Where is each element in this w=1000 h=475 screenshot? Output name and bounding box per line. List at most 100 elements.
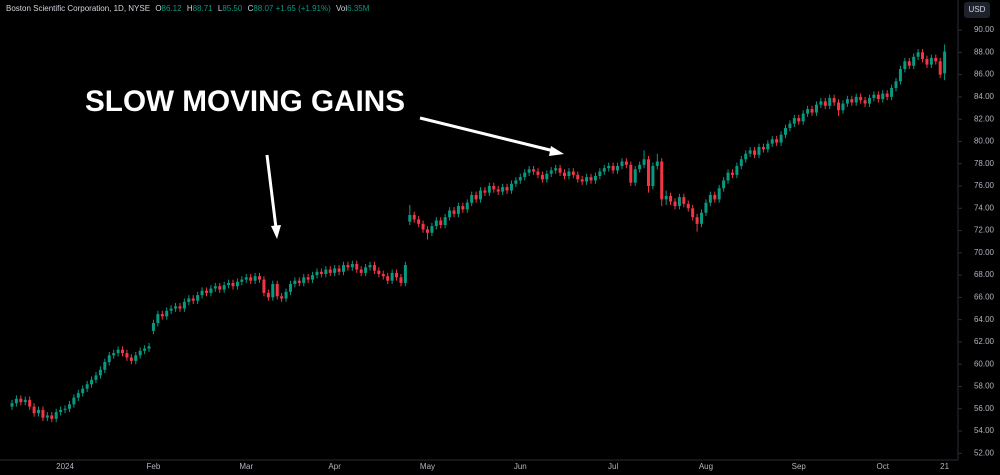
candle-body <box>806 109 810 114</box>
y-tick-label: 78.00 <box>974 159 995 168</box>
candle-body <box>483 190 487 193</box>
candle-body <box>757 147 761 155</box>
candle-body <box>32 406 36 414</box>
candle-body <box>372 265 376 271</box>
candle-body <box>929 57 933 65</box>
candle-body <box>258 276 262 280</box>
candle-body <box>501 187 505 192</box>
candle-body <box>430 226 434 233</box>
candle-body <box>841 103 845 111</box>
candle-body <box>306 277 310 280</box>
candle-body <box>695 217 699 224</box>
candle-body <box>726 172 730 181</box>
candle-body <box>739 159 743 166</box>
candle-body <box>907 61 911 66</box>
candle-body <box>646 159 650 187</box>
y-tick-label: 80.00 <box>974 137 995 146</box>
candle-body <box>94 375 98 380</box>
y-tick-label: 62.00 <box>974 337 995 346</box>
candle-body <box>381 273 385 277</box>
candle-body <box>837 102 841 111</box>
x-tick-label: Sep <box>792 462 807 471</box>
candle-body <box>337 268 341 272</box>
close-label: C <box>247 4 254 13</box>
candle-body <box>558 168 562 173</box>
candle-body <box>28 399 32 407</box>
y-tick-label: 72.00 <box>974 226 995 235</box>
candle-body <box>50 415 54 419</box>
candle-body <box>288 284 292 292</box>
y-tick-label: 84.00 <box>974 92 995 101</box>
candle-body <box>253 276 257 281</box>
candle-body <box>867 98 871 104</box>
candle-body <box>704 202 708 213</box>
candle-body <box>523 172 527 178</box>
candle-body <box>461 206 465 210</box>
candle-body <box>797 118 801 122</box>
candle-body <box>912 56 916 66</box>
candle-body <box>63 408 67 410</box>
y-tick-label: 64.00 <box>974 315 995 324</box>
candle-body <box>943 51 947 74</box>
candle-body <box>664 196 668 200</box>
y-tick-label: 74.00 <box>974 203 995 212</box>
candle-body <box>72 397 76 405</box>
candle-body <box>275 284 279 297</box>
candle-body <box>368 265 372 268</box>
candle-body <box>218 286 222 290</box>
currency-button[interactable]: USD <box>964 2 990 18</box>
candle-body <box>452 210 456 214</box>
low-label: L <box>217 4 223 13</box>
x-tick-label: Jul <box>608 462 618 471</box>
candle-body <box>571 171 575 175</box>
candle-body <box>262 279 266 293</box>
candle-body <box>611 165 615 171</box>
candle-body <box>196 295 200 301</box>
candle-body <box>386 276 390 281</box>
y-tick-label: 54.00 <box>974 426 995 435</box>
candle-body <box>14 398 18 404</box>
candle-body <box>129 357 133 361</box>
candle-body <box>377 270 381 274</box>
candle-body <box>784 128 787 135</box>
candle-body <box>801 113 805 122</box>
candle-body <box>616 165 620 171</box>
candle-body <box>10 403 14 407</box>
candle-body <box>792 118 796 124</box>
x-tick-label: Feb <box>147 462 161 471</box>
candle-body <box>713 194 717 200</box>
candle-body <box>271 284 275 298</box>
candle-body <box>417 219 421 224</box>
candle-body <box>479 190 483 200</box>
y-tick-label: 56.00 <box>974 404 995 413</box>
candle-body <box>633 169 637 183</box>
candle-body <box>814 104 818 113</box>
candle-body <box>249 277 253 281</box>
candle-body <box>134 355 138 361</box>
x-tick-label: Mar <box>239 462 253 471</box>
symbol: Boston Scientific Corporation, 1D, NYSE <box>6 4 151 13</box>
candle-body <box>934 57 938 62</box>
candle-body <box>938 61 942 75</box>
candle-body <box>854 96 858 103</box>
candle-body <box>23 399 27 403</box>
candle-body <box>545 173 549 180</box>
candle-body <box>894 81 898 88</box>
candle-body <box>439 220 443 225</box>
y-tick-label: 52.00 <box>974 448 995 457</box>
candle-body <box>474 194 478 200</box>
candle-body <box>487 186 491 193</box>
candle-body <box>165 310 169 317</box>
candle-body <box>810 109 814 113</box>
candle-body <box>169 308 173 311</box>
candle-body <box>359 269 363 273</box>
candle-body <box>832 98 836 103</box>
candle-body <box>143 348 147 351</box>
candle-body <box>54 412 58 419</box>
candle-body <box>677 197 681 207</box>
candle-body <box>567 171 571 176</box>
candle-body <box>112 353 116 356</box>
candle-body <box>850 99 854 103</box>
candle-body <box>67 404 71 409</box>
